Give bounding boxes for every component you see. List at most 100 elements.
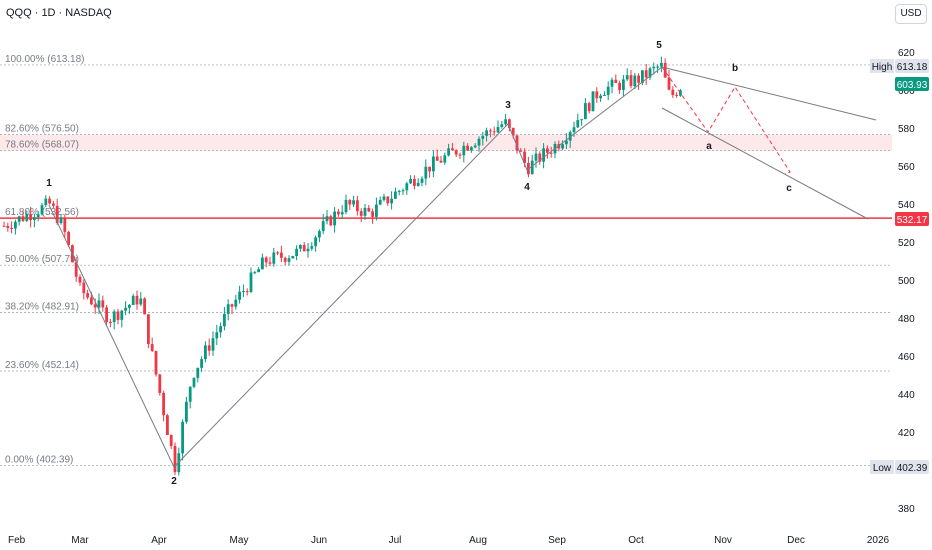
candle-body [272,252,276,264]
candle-body [633,75,637,87]
time-tick-label: Mar [71,535,89,546]
time-tick-label: Dec [787,535,805,546]
candle-body [344,199,348,213]
candle-body [439,160,443,163]
candle-body [135,295,139,305]
candle-body [443,155,447,163]
candle-body [314,237,317,247]
candle-body [489,130,492,132]
candle-body [447,148,450,156]
candle-body [196,367,200,378]
candle-body [261,257,264,270]
candle-body [515,135,519,151]
candle-body [473,145,477,148]
price-tick-label: 380 [898,504,915,515]
candle-body [451,148,454,151]
price-tag-value: 402.39 [897,463,928,474]
candle-body [508,119,511,128]
candle-body [162,392,165,416]
candle-body [2,225,6,227]
candle-body [572,127,576,133]
candle-body [477,138,481,146]
candle-body [359,211,363,216]
currency-button[interactable]: USD [895,4,927,24]
candle-body [337,211,340,215]
candle-body [405,183,409,191]
candle-body [378,199,382,205]
price-tags: High 613.18 603.93 532.17 Low 402.39 [870,59,929,474]
candle-body [318,231,321,238]
price-tick-label: 600 [898,86,915,97]
candle-body [302,244,306,252]
candle-body [78,276,82,283]
candle-body [253,272,257,274]
candle-body [458,154,462,156]
candle-body [280,252,283,258]
candle-body [614,79,618,83]
candle-body [234,299,238,307]
candle-body [367,207,371,212]
candle-body [603,94,606,96]
time-tick-label: Aug [469,535,487,546]
candle-body [219,326,222,333]
time-tick-label: Oct [628,535,644,546]
candle-body [264,257,268,263]
price-tag-bg [895,460,929,474]
channel-lower-line [661,107,869,220]
candle-body [52,203,55,206]
candle-body [629,75,633,87]
candle-body [454,150,458,155]
candle-body [637,75,640,83]
fib-level-label: 50.00% (507.79) [5,254,79,265]
candle-body [599,95,602,99]
candle-body [128,304,131,308]
candle-body [154,351,158,375]
candle-body [86,293,89,298]
price-tag-value: 532.17 [897,215,928,226]
wave-label: 3 [505,100,511,111]
wave-label: 4 [524,182,530,193]
fib-zone [0,134,892,151]
candle-body [622,79,625,91]
wave-labels: 1 2 3 4 5 a b c [46,40,792,487]
candle-body [420,178,424,183]
candle-body [618,82,621,91]
wave-label: b [732,63,738,74]
candle-body [207,345,211,351]
candle-body [215,332,219,339]
candle-body [511,127,515,136]
candle-body [74,262,78,277]
price-tag-label: Low [873,463,892,474]
candle-body [283,257,287,262]
candle-body [36,214,40,218]
candle-body [223,313,226,327]
candle-body [660,62,663,67]
candle-body [371,211,374,217]
candle-body [124,307,127,311]
candle-body [333,211,336,226]
candle-body [428,166,431,172]
candle-body [55,205,59,224]
price-tag-bg [895,77,929,91]
price-tick-label: 580 [898,124,915,135]
candle-body [504,119,507,125]
candle-body [21,216,25,221]
candle-body [549,152,553,154]
candle-body [530,160,534,175]
channel-upper-line [661,66,877,121]
candle-body [268,262,272,264]
time-tick-label: Apr [151,535,167,546]
candle-body [356,200,359,212]
candle-body [584,103,587,120]
candle-body [242,291,245,293]
candle-body [416,182,420,186]
candle-body [534,153,538,161]
candle-body [652,66,656,69]
candle-body [352,200,355,205]
candle-body [25,214,29,221]
candle-body [116,311,120,320]
price-tick-label: 500 [898,276,915,287]
impulse-wave-line [48,66,663,468]
candle-body [97,300,101,308]
